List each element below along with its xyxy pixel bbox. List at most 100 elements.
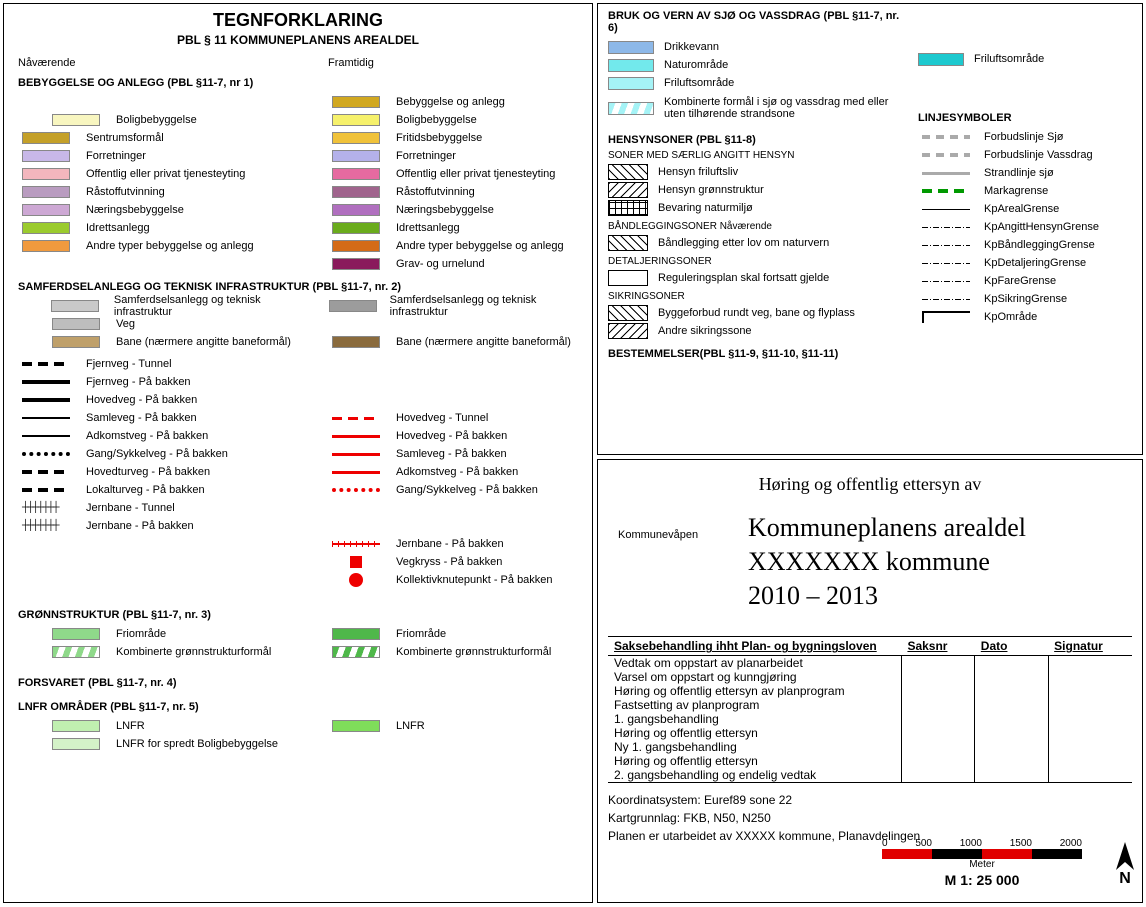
color-swatch (328, 186, 384, 199)
color-swatch (48, 336, 104, 349)
cell-dato (975, 656, 1048, 671)
legend-line-item: Vegkryss - På bakken (314, 553, 574, 571)
hatch-swatch (608, 164, 648, 180)
legend-item: Offentlig eller privat tjenesteyting (314, 165, 574, 183)
legend-subtitle: PBL § 11 KOMMUNEPLANENS AREALDEL (4, 33, 592, 47)
sec2-lines: Fjernveg - TunnelFjernveg - På bakkenHov… (4, 355, 592, 589)
color-swatch (328, 336, 384, 349)
sec5-title: LNFR OMRÅDER (PBL §11-7, nr. 5) (18, 701, 592, 713)
footer-coord: Koordinatsystem: Euref89 sone 22 (608, 793, 1132, 807)
line-label: Jernbane - På bakken (86, 520, 194, 532)
cell-sign (1048, 726, 1132, 740)
line-label: KpAngittHensynGrense (984, 221, 1099, 233)
scale-segment (982, 849, 1032, 859)
proc-step: Ny 1. gangsbehandling (608, 740, 901, 754)
table-row: Høring og offentlig ettersyn av planprog… (608, 684, 1132, 698)
color-swatch (608, 77, 654, 90)
scale-segment (932, 849, 982, 859)
hearing-line: Høring og offentlig ettersyn av (618, 474, 1122, 495)
line-symbol (328, 448, 384, 460)
legend-item: Boligbebyggelse (4, 111, 314, 129)
hatch-label: Båndlegging etter lov om naturvern (658, 237, 829, 249)
line-symbol-item: Forbudslinje Sjø (908, 128, 1128, 146)
hatch-item: Hensyn friluftsliv (598, 163, 908, 181)
plan-title-1: Kommuneplanens arealdel (748, 511, 1026, 545)
color-swatch (18, 168, 74, 181)
color-swatch (18, 150, 74, 163)
scale-block: 0500100015002000 Meter M 1: 25 000 (862, 838, 1102, 888)
hatch-swatch (608, 235, 648, 251)
sec2-top: Samferdselsanlegg og teknisk infrastrukt… (4, 297, 592, 351)
line-symbol (328, 412, 384, 424)
swatch-label: Friområde (116, 628, 166, 640)
hatch-item: Reguleringsplan skal fortsatt gjelde (598, 269, 908, 287)
th-sign: Signatur (1048, 637, 1132, 656)
swatch-label: Bebyggelse og anlegg (396, 96, 505, 108)
line-symbol-item: Forbudslinje Vassdrag (908, 146, 1128, 164)
line-symbol (18, 376, 74, 388)
swatch-label: Offentlig eller privat tjenesteyting (396, 168, 555, 180)
swatch-label: Forretninger (396, 150, 456, 162)
line-symbol (18, 394, 74, 406)
sec3-body: FriområdeKombinerte grønnstrukturformål … (4, 625, 592, 661)
hensyn-title: HENSYNSONER (PBL §11-8) (608, 134, 908, 146)
hatch-label: Byggeforbud rundt veg, bane og flyplass (658, 307, 855, 319)
legend-line-item: Kollektivknutepunkt - På bakken (314, 571, 574, 589)
cell-dato (975, 670, 1048, 684)
plan-title: Kommuneplanens arealdel XXXXXXX kommune … (748, 511, 1026, 612)
line-symbol (918, 185, 974, 197)
legend-line-item: Adkomstveg - På bakken (314, 463, 574, 481)
north-label: N (1119, 870, 1131, 887)
swatch-label: Samferdselsanlegg og teknisk infrastrukt… (114, 294, 314, 318)
plan-title-2: XXXXXXX kommune (748, 545, 1026, 579)
line-symbol (328, 466, 384, 478)
line-symbol (918, 167, 974, 179)
line-symbol (918, 149, 974, 161)
legend-item: Naturområde (598, 56, 908, 74)
sec4-title: FORSVARET (PBL §11-7, nr. 4) (18, 677, 592, 689)
color-swatch (328, 240, 384, 253)
line-symbol (918, 275, 974, 287)
color-swatch (328, 300, 378, 313)
line-label: Forbudslinje Sjø (984, 131, 1063, 143)
swatch-label: Grav- og urnelund (396, 258, 485, 270)
sec6-title: BRUK OG VERN AV SJØ OG VASSDRAG (PBL §11… (608, 10, 908, 34)
proc-step: Vedtak om oppstart av planarbeidet (608, 656, 901, 671)
legend-item: LNFR for spredt Boligbebyggelse (4, 735, 314, 753)
line-symbol (918, 203, 974, 215)
table-row: Ny 1. gangsbehandling (608, 740, 1132, 754)
cell-dato (975, 698, 1048, 712)
proc-step: Høring og offentlig ettersyn av planprog… (608, 684, 901, 698)
cell-dato (975, 754, 1048, 768)
legend-line-item: Fjernveg - Tunnel (4, 355, 314, 373)
legend-item: Fritidsbebyggelse (314, 129, 574, 147)
line-symbol (918, 239, 974, 251)
legend-item: Råstoffutvinning (4, 183, 314, 201)
swatch-label: Andre typer bebyggelse og anlegg (86, 240, 254, 252)
cell-dato (975, 712, 1048, 726)
swatch-label: Idrettsanlegg (86, 222, 150, 234)
legend-line-item: Hovedveg - Tunnel (314, 409, 574, 427)
cell-saksnr (901, 726, 974, 740)
line-label: Kollektivknutepunkt - På bakken (396, 574, 553, 586)
swatch-label: LNFR (396, 720, 425, 732)
color-swatch (18, 204, 74, 217)
swatch-label: LNFR for spredt Boligbebyggelse (116, 738, 278, 750)
color-swatch (18, 186, 74, 199)
scale-tick: 1000 (960, 838, 982, 849)
line-symbol (328, 484, 384, 496)
line-symbol (918, 131, 974, 143)
table-row: Høring og offentlig ettersyn (608, 754, 1132, 768)
legend-item: Bebyggelse og anlegg (314, 93, 574, 111)
line-label: Strandlinje sjø (984, 167, 1054, 179)
sec1-title: BEBYGGELSE OG ANLEGG (PBL §11-7, nr 1) (18, 77, 592, 89)
line-label: Adkomstveg - På bakken (86, 430, 208, 442)
line-label: KpDetaljeringGrense (984, 257, 1086, 269)
hatch-label: Hensyn friluftsliv (658, 166, 738, 178)
color-swatch (48, 720, 104, 733)
legend-item: Samferdselsanlegg og teknisk infrastrukt… (4, 297, 314, 315)
scale-segment (1032, 849, 1082, 859)
legend-item: Næringsbebyggelse (314, 201, 574, 219)
line-label: Fjernveg - Tunnel (86, 358, 172, 370)
legend-item: Sentrumsformål (4, 129, 314, 147)
